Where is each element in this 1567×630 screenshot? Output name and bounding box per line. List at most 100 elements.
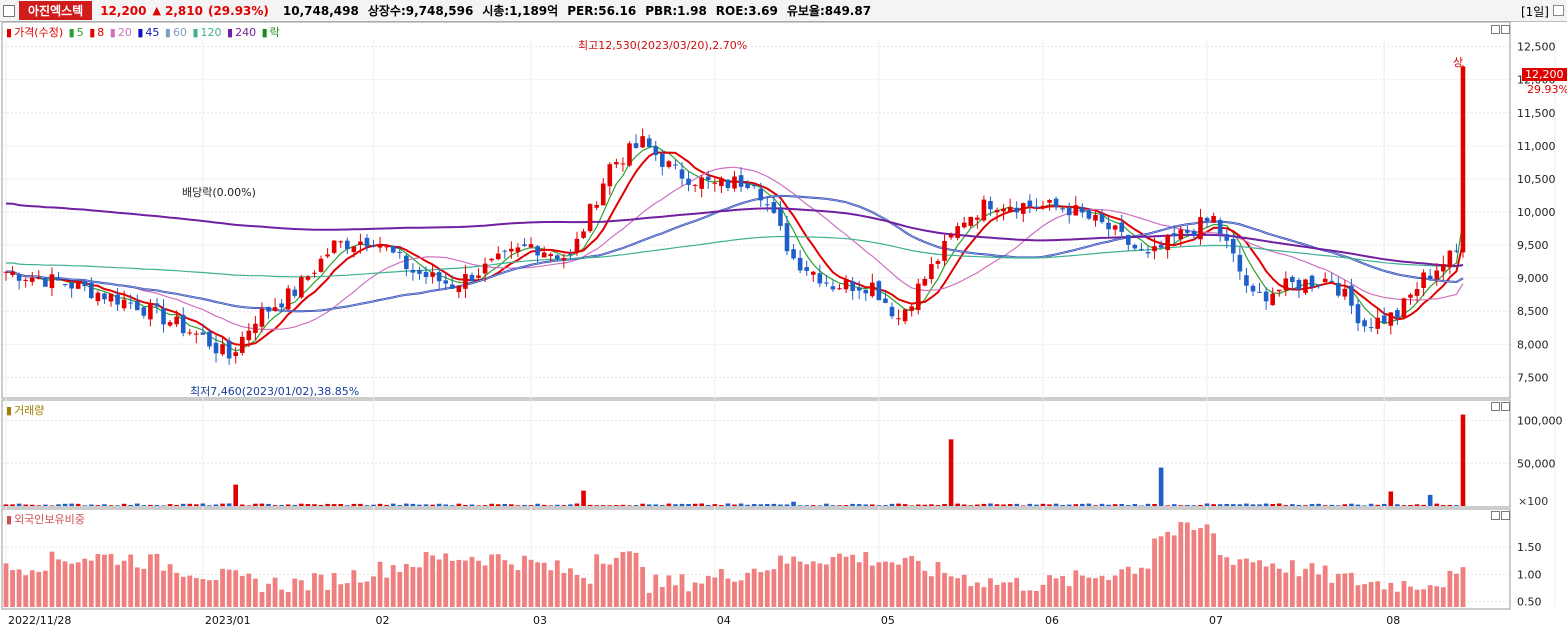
volume-bar	[1217, 504, 1223, 506]
period-selector[interactable]: [1일]	[1520, 5, 1549, 19]
legend-ma60: 60	[172, 26, 187, 39]
volume-bar	[102, 504, 107, 506]
candle-body	[1395, 310, 1400, 318]
volume-bar	[1132, 504, 1138, 506]
volume-bar	[981, 503, 987, 506]
candle-body	[449, 284, 455, 289]
candle-body	[1388, 312, 1394, 326]
candle-body	[220, 344, 225, 355]
volume-bar	[1316, 503, 1321, 506]
volume-bar	[837, 505, 842, 506]
foreign-bar	[535, 562, 541, 607]
volume-bar	[942, 504, 947, 506]
select-checkbox[interactable]	[3, 4, 15, 17]
candle-body	[148, 303, 153, 320]
volume-bar	[1014, 503, 1020, 506]
volume-bar	[548, 505, 554, 506]
minimize-icon[interactable]	[1491, 25, 1500, 34]
candle-body	[600, 183, 606, 206]
volume-bar	[1283, 505, 1289, 506]
stock-name[interactable]: 아진엑스텍	[19, 1, 93, 20]
foreign-tick-label: 0.50	[1517, 596, 1542, 609]
candle-body	[482, 263, 488, 274]
volume-bar	[1047, 504, 1052, 506]
candle-body	[574, 238, 580, 253]
foreign-bar	[443, 553, 449, 607]
candle-body	[1263, 291, 1269, 302]
volume-bar	[1211, 504, 1216, 506]
date-tick-label: 03	[533, 614, 547, 627]
candle-body	[1381, 315, 1387, 324]
candle-body	[653, 146, 659, 155]
date-tick-label: 07	[1209, 614, 1223, 627]
volume-bar	[29, 504, 35, 506]
candle-body	[1224, 234, 1230, 241]
close-icon[interactable]	[1553, 5, 1564, 16]
close-icon[interactable]	[1501, 25, 1510, 34]
foreign-bar	[1316, 574, 1322, 607]
volume-bar	[1362, 505, 1367, 506]
volume-bar	[1053, 503, 1059, 506]
volume-bar	[745, 504, 750, 506]
foreign-bar	[325, 589, 330, 607]
candle-body	[692, 184, 698, 186]
volume-bar	[449, 505, 455, 506]
volume-bar	[810, 505, 816, 506]
foreign-bar	[902, 557, 908, 607]
legend-ma8: 8	[97, 26, 105, 39]
close-icon[interactable]	[1501, 511, 1510, 520]
foreign-bar	[961, 574, 967, 607]
foreign-bar	[259, 591, 265, 607]
candle-body	[856, 287, 862, 291]
volume-bar	[423, 504, 429, 506]
foreign-bar	[699, 583, 705, 607]
foreign-bar	[561, 572, 567, 607]
candle-body	[1119, 222, 1125, 232]
legend-marker-price: ▮	[6, 26, 13, 39]
candle-body	[942, 240, 947, 261]
volume-bar	[194, 504, 199, 506]
foreign-bar	[207, 580, 212, 607]
foreign-bar	[502, 560, 508, 607]
volume-bar	[1007, 504, 1013, 506]
candle-body	[194, 333, 199, 335]
foreign-bar	[1158, 536, 1164, 607]
foreign-bar	[1460, 567, 1466, 607]
foreign-bar	[1132, 573, 1138, 607]
volume-bar	[660, 505, 665, 506]
volume-bar	[633, 505, 639, 506]
date-tick-label: 05	[881, 614, 895, 627]
foreign-bar	[266, 583, 271, 607]
candle-body	[423, 271, 429, 278]
close-icon[interactable]	[1501, 402, 1510, 411]
candle-body	[1349, 285, 1354, 306]
volume-bar	[1060, 504, 1065, 506]
foreign-bar	[147, 554, 153, 607]
foreign-bar	[456, 559, 462, 607]
foreign-bar	[1335, 573, 1341, 607]
candle-body	[1093, 214, 1098, 221]
volume-bar	[1336, 505, 1341, 506]
volume-bar	[1276, 503, 1282, 506]
minimize-icon[interactable]	[1491, 511, 1500, 520]
candle-body	[568, 254, 573, 256]
foreign-bar	[640, 566, 646, 607]
foreign-bar	[1027, 590, 1033, 607]
foreign-bar	[915, 560, 921, 607]
candle-body	[200, 332, 206, 335]
candle-body	[1296, 279, 1302, 290]
candle-body	[581, 231, 586, 238]
foreign-bar	[587, 583, 593, 607]
foreign-bar	[403, 563, 409, 607]
foreign-bar	[1427, 585, 1433, 607]
candle-body	[180, 314, 186, 334]
candle-body	[128, 302, 133, 304]
volume-bar	[1204, 503, 1210, 506]
minimize-icon[interactable]	[1491, 402, 1500, 411]
volume-bar	[253, 503, 258, 506]
candle-body	[561, 257, 567, 261]
foreign-bar	[705, 575, 711, 607]
candle-body	[679, 169, 685, 179]
current-price: 12,200	[100, 3, 147, 18]
